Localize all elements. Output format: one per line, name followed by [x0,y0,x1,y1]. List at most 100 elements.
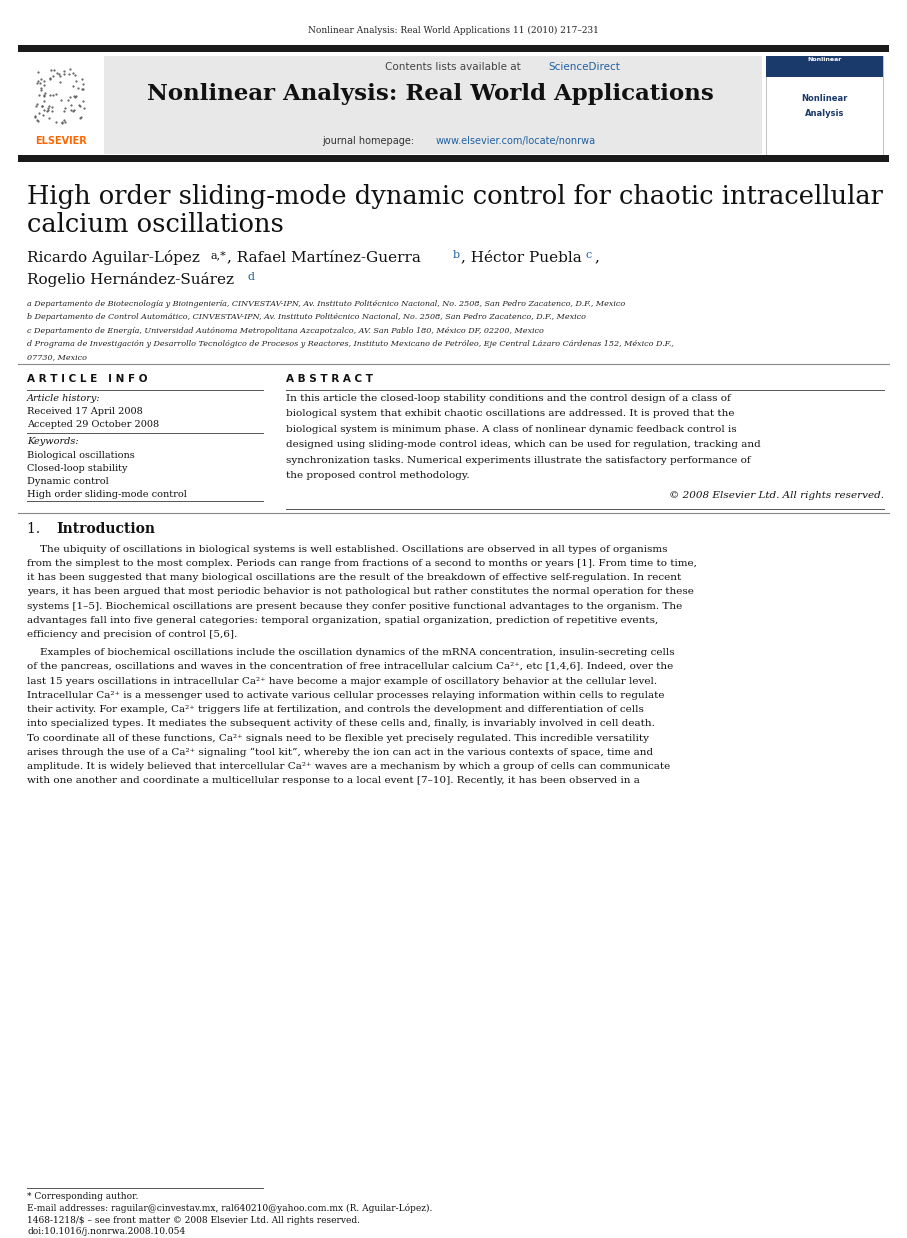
Point [75,78,90,98]
Text: A B S T R A C T: A B S T R A C T [286,374,373,384]
Point [65,63,80,83]
Text: Accepted 29 October 2008: Accepted 29 October 2008 [27,420,160,428]
Text: E-mail addresses: raguilar@cinvestav.mx, ral640210@yahoo.com.mx (R. Aguilar-Lópe: E-mail addresses: raguilar@cinvestav.mx,… [27,1203,433,1213]
Text: Biological oscillations: Biological oscillations [27,451,135,459]
Text: with one another and coordinate a multicellular response to a local event [7–10]: with one another and coordinate a multic… [27,776,640,785]
Point [27,105,42,125]
Point [34,69,48,89]
Point [31,62,45,82]
Point [43,69,57,89]
Point [75,90,90,110]
Text: To coordinate all of these functions, Ca²⁺ signals need to be flexible yet preci: To coordinate all of these functions, Ca… [27,733,649,743]
Text: In this article the closed-loop stability conditions and the control design of a: In this article the closed-loop stabilit… [286,394,730,402]
Point [37,92,52,111]
Point [43,68,57,88]
Point [31,72,45,92]
FancyBboxPatch shape [766,56,883,77]
Point [54,114,69,134]
Point [57,64,72,84]
Point [76,98,91,118]
Point [63,100,78,120]
Point [50,63,64,83]
Point [36,85,51,105]
Text: 1.: 1. [27,522,49,536]
Point [52,64,66,84]
Text: Contents lists available at: Contents lists available at [385,62,524,72]
Text: 1468-1218/$ – see front matter © 2008 Elsevier Ltd. All rights reserved.: 1468-1218/$ – see front matter © 2008 El… [27,1216,360,1224]
Text: calcium oscillations: calcium oscillations [27,212,284,236]
Point [58,113,73,132]
Point [69,72,83,92]
Point [32,85,46,105]
Text: b Departamento de Control Automático, CINVESTAV-IPN, Av. Instituto Politécnico N: b Departamento de Control Automático, CI… [27,313,586,321]
Text: it has been suggested that many biological oscillations are the result of the br: it has been suggested that many biologic… [27,573,681,582]
Text: c: c [586,250,592,260]
Point [34,78,49,98]
Point [72,95,86,115]
Text: Rogelio Hernández-Suárez: Rogelio Hernández-Suárez [27,272,234,287]
Text: Nonlinear: Nonlinear [807,57,842,62]
Text: doi:10.1016/j.nonrwa.2008.10.054: doi:10.1016/j.nonrwa.2008.10.054 [27,1227,185,1236]
Text: arises through the use of a Ca²⁺ signaling “tool kit”, whereby the ion can act i: arises through the use of a Ca²⁺ signali… [27,748,653,758]
FancyBboxPatch shape [20,56,102,154]
Point [66,100,81,120]
Point [42,97,56,116]
Text: High order sliding-mode control: High order sliding-mode control [27,489,187,499]
Point [46,61,61,80]
Text: 07730, Mexico: 07730, Mexico [27,353,87,360]
Text: ELSEVIER: ELSEVIER [34,136,87,146]
Text: efficiency and precision of control [5,6].: efficiency and precision of control [5,6… [27,630,238,639]
Point [67,66,82,85]
Text: synchronization tasks. Numerical experiments illustrate the satisfactory perform: synchronization tasks. Numerical experim… [286,456,750,464]
Text: d Programa de Investigación y Desarrollo Tecnológico de Procesos y Reactores, In: d Programa de Investigación y Desarrollo… [27,340,674,348]
Point [54,66,68,85]
Point [49,113,63,132]
Point [74,79,89,99]
Point [74,69,89,89]
Point [63,59,77,79]
Text: Dynamic control: Dynamic control [27,477,109,485]
Point [74,108,89,128]
Point [32,104,46,124]
Point [49,84,63,104]
FancyBboxPatch shape [18,45,889,52]
Text: Received 17 April 2008: Received 17 April 2008 [27,407,143,416]
Text: Closed-loop stability: Closed-loop stability [27,464,128,473]
Point [41,98,55,118]
Point [31,111,45,131]
Point [66,102,81,121]
Text: amplitude. It is widely believed that intercellular Ca²⁺ waves are a mechanism b: amplitude. It is widely believed that in… [27,761,670,771]
Text: designed using sliding-mode control ideas, which can be used for regulation, tra: designed using sliding-mode control idea… [286,439,760,449]
Text: last 15 years oscillations in intracellular Ca²⁺ have become a major example of : last 15 years oscillations in intracellu… [27,676,658,686]
Point [35,105,50,125]
Point [68,87,83,106]
Text: Intracellular Ca²⁺ is a messenger used to activate various cellular processes re: Intracellular Ca²⁺ is a messenger used t… [27,691,665,699]
Point [30,110,44,130]
Text: Ricardo Aguilar-López: Ricardo Aguilar-López [27,250,200,265]
Point [57,102,72,121]
Text: Nonlinear Analysis: Real World Applications 11 (2010) 217–231: Nonlinear Analysis: Real World Applicati… [308,26,599,35]
FancyBboxPatch shape [104,56,762,154]
Point [37,100,52,120]
Text: systems [1–5]. Biochemical oscillations are present because they confer positive: systems [1–5]. Biochemical oscillations … [27,602,682,610]
Point [42,108,56,128]
Text: b: b [453,250,460,260]
Text: , Héctor Puebla: , Héctor Puebla [461,250,581,264]
Text: the proposed control methodology.: the proposed control methodology. [286,470,469,480]
Text: Article history:: Article history: [27,394,101,402]
Text: Nonlinear: Nonlinear [801,94,848,103]
Point [28,108,43,128]
Point [57,110,72,130]
Point [45,97,60,116]
FancyBboxPatch shape [766,56,883,157]
Text: © 2008 Elsevier Ltd. All rights reserved.: © 2008 Elsevier Ltd. All rights reserved… [669,491,884,500]
Point [29,94,44,114]
Point [36,87,51,106]
Text: A R T I C L E   I N F O: A R T I C L E I N F O [27,374,148,384]
Text: The ubiquity of oscillations in biological systems is well established. Oscillat: The ubiquity of oscillations in biologic… [27,545,668,553]
Text: www.elsevier.com/locate/nonrwa: www.elsevier.com/locate/nonrwa [435,136,596,146]
Text: c Departamento de Energía, Universidad Autónoma Metropolitana Azcapotzalco, AV. : c Departamento de Energía, Universidad A… [27,327,544,334]
Text: Introduction: Introduction [56,522,155,536]
FancyBboxPatch shape [18,155,889,162]
Point [54,90,68,110]
